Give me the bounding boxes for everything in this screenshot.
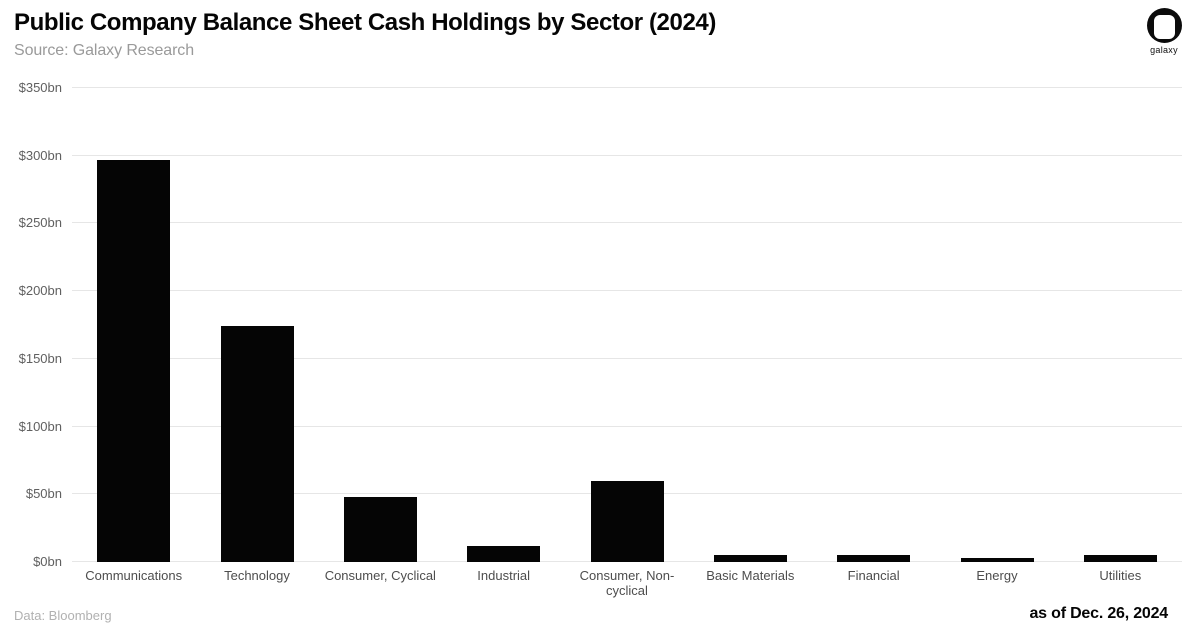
x-tick-label-consumer-cyclical: Consumer, Cyclical	[319, 568, 442, 583]
gridline-100	[72, 425, 1182, 427]
gridline-300	[72, 154, 1182, 156]
category-label: Industrial	[477, 568, 531, 583]
gridline-150	[72, 357, 1182, 359]
bar-utilities	[1083, 555, 1157, 562]
galaxy-logo: galaxy	[1142, 8, 1186, 55]
bar-communications	[97, 159, 171, 562]
plot-area	[72, 87, 1182, 562]
y-tick-label-250: $250bn	[18, 215, 62, 231]
galaxy-logo-text: galaxy	[1150, 45, 1178, 55]
chart-source: Source: Galaxy Research	[14, 42, 195, 59]
bar-consumer-non-cyclical	[590, 480, 664, 562]
category-label: Consumer, Cyclical	[324, 568, 436, 583]
x-axis: Communications Technology Consumer, Cyclic…	[72, 568, 1182, 602]
x-tick-label-basic-materials: Basic Materials	[689, 568, 812, 583]
bar-technology	[220, 326, 294, 562]
x-tick-label-consumer-non-cyclical: Consumer, Non-cyclical	[565, 568, 688, 598]
category-label: Utilities	[1099, 568, 1142, 583]
y-tick-label-0: $0bn	[33, 554, 62, 569]
y-tick-label-50: $50bn	[25, 486, 62, 502]
category-label: Technology	[224, 568, 290, 583]
category-label: Energy	[976, 568, 1018, 583]
x-tick-label-financial: Financial	[812, 568, 935, 583]
x-tick-label-technology: Technology	[195, 568, 318, 583]
x-tick-label-communications: Communications	[72, 568, 195, 583]
as-of-date: as of Dec. 26, 2024	[1029, 605, 1168, 622]
gridline-200	[72, 290, 1182, 292]
category-label: Financial	[847, 568, 900, 583]
category-label: Basic Materials	[706, 568, 795, 583]
x-tick-label-energy: Energy	[935, 568, 1058, 583]
y-tick-label-300: $300bn	[18, 147, 62, 163]
bar-consumer-cyclical	[343, 497, 417, 562]
category-label: Consumer, Non-cyclical	[579, 568, 675, 598]
bar-financial	[837, 555, 911, 562]
x-tick-label-utilities: Utilities	[1059, 568, 1182, 583]
gridline-350	[72, 87, 1182, 88]
bar-industrial	[467, 545, 541, 562]
page-title: Public Company Balance Sheet Cash Holdin…	[14, 9, 716, 36]
galaxy-logo-hole	[1153, 15, 1175, 39]
category-label: Communications	[85, 568, 183, 583]
y-tick-label-150: $150bn	[18, 350, 62, 366]
bar-energy	[960, 557, 1034, 562]
bar-basic-materials	[713, 555, 787, 562]
gridline-250	[72, 222, 1182, 224]
y-tick-label-100: $100bn	[18, 418, 62, 434]
y-axis: $0bn $50bn $100bn $150bn $200bn $250bn $300bn $…	[0, 80, 62, 569]
y-tick-label-200: $200bn	[18, 283, 62, 299]
galaxy-logo-icon	[1146, 8, 1182, 43]
y-tick-label-350: $350bn	[18, 80, 62, 95]
x-tick-label-industrial: Industrial	[442, 568, 565, 583]
data-source-note: Data: Bloomberg	[14, 608, 112, 623]
